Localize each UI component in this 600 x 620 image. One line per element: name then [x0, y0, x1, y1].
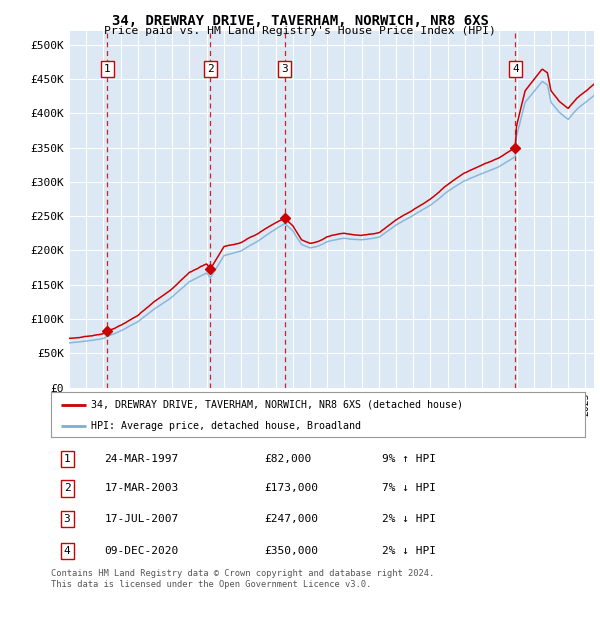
Text: 09-DEC-2020: 09-DEC-2020 [104, 546, 179, 556]
Text: £173,000: £173,000 [265, 484, 319, 494]
Text: 24-MAR-1997: 24-MAR-1997 [104, 454, 179, 464]
Text: 34, DREWRAY DRIVE, TAVERHAM, NORWICH, NR8 6XS (detached house): 34, DREWRAY DRIVE, TAVERHAM, NORWICH, NR… [91, 400, 463, 410]
Text: Price paid vs. HM Land Registry's House Price Index (HPI): Price paid vs. HM Land Registry's House … [104, 26, 496, 36]
Text: 1: 1 [104, 64, 110, 74]
Text: 2: 2 [64, 484, 70, 494]
Text: 2% ↓ HPI: 2% ↓ HPI [382, 514, 436, 524]
Text: 1: 1 [64, 454, 70, 464]
Text: Contains HM Land Registry data © Crown copyright and database right 2024.
This d: Contains HM Land Registry data © Crown c… [51, 569, 434, 588]
Text: 9% ↑ HPI: 9% ↑ HPI [382, 454, 436, 464]
Text: 7% ↓ HPI: 7% ↓ HPI [382, 484, 436, 494]
Text: £247,000: £247,000 [265, 514, 319, 524]
Text: 2% ↓ HPI: 2% ↓ HPI [382, 546, 436, 556]
Text: HPI: Average price, detached house, Broadland: HPI: Average price, detached house, Broa… [91, 422, 361, 432]
Text: £82,000: £82,000 [265, 454, 312, 464]
Text: 34, DREWRAY DRIVE, TAVERHAM, NORWICH, NR8 6XS: 34, DREWRAY DRIVE, TAVERHAM, NORWICH, NR… [112, 14, 488, 28]
Text: 3: 3 [281, 64, 288, 74]
Text: 4: 4 [512, 64, 519, 74]
Text: £350,000: £350,000 [265, 546, 319, 556]
Text: 17-JUL-2007: 17-JUL-2007 [104, 514, 179, 524]
Text: 3: 3 [64, 514, 70, 524]
Text: 4: 4 [64, 546, 70, 556]
Text: 17-MAR-2003: 17-MAR-2003 [104, 484, 179, 494]
Text: 2: 2 [207, 64, 214, 74]
